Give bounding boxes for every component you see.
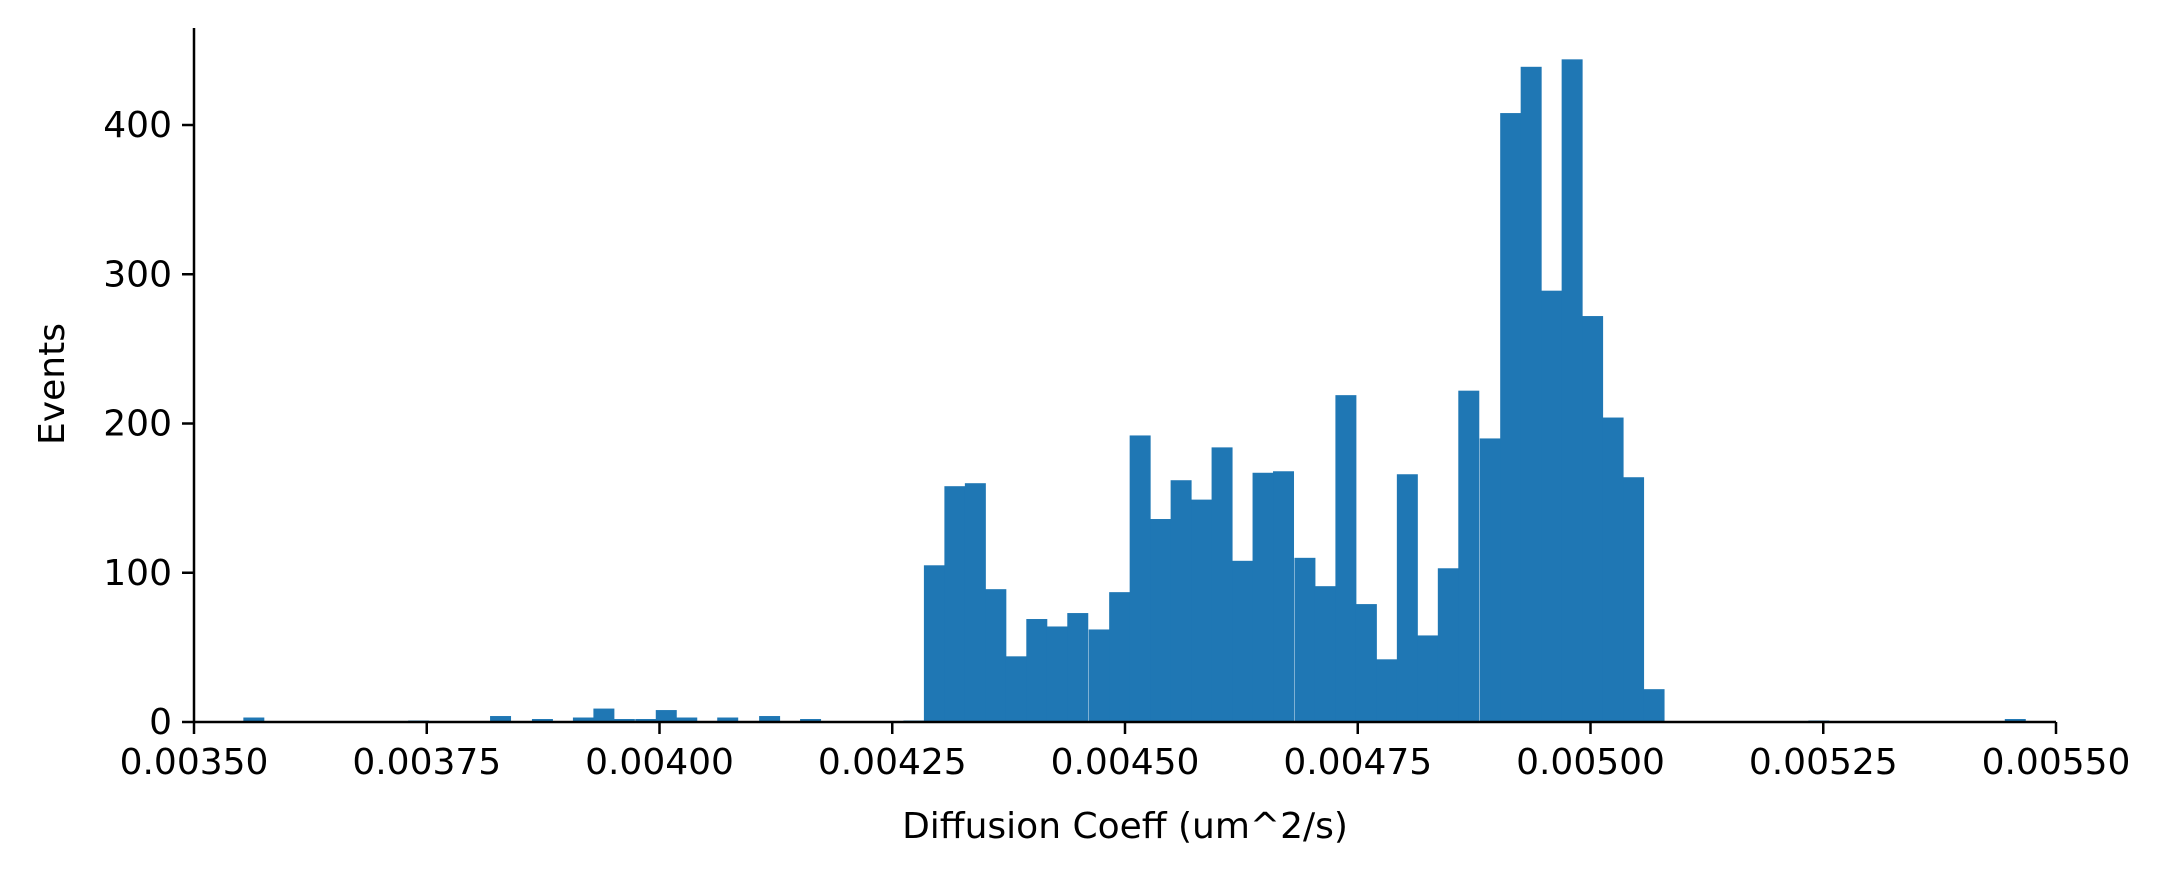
histogram-bar: [1294, 557, 1316, 722]
histogram-bar: [1500, 113, 1522, 722]
histogram-bar: [1396, 474, 1418, 722]
histogram-bar: [1602, 417, 1624, 722]
histogram-bar: [1170, 480, 1192, 722]
histogram-bar: [1088, 629, 1110, 722]
x-tick-label: 0.00400: [585, 742, 734, 783]
histogram-bar: [1335, 395, 1357, 722]
histogram-bar: [1541, 290, 1563, 722]
histogram-bar: [1252, 472, 1274, 722]
histogram-bar: [1520, 66, 1542, 723]
histogram-bar: [1643, 689, 1665, 722]
x-tick-label: 0.00450: [1051, 742, 1200, 783]
histogram-bar: [1150, 519, 1172, 722]
x-tick-label: 0.00500: [1516, 742, 1665, 783]
histogram-bar: [1561, 59, 1583, 722]
x-tick-label: 0.00550: [1982, 742, 2131, 783]
histogram-bar: [490, 716, 512, 722]
x-tick-label: 0.00350: [120, 742, 269, 783]
x-axis-ticks: 0.00350 0.00375 0.00400 0.00425 0.00450 0.004…: [120, 722, 2131, 783]
y-tick-label: 100: [103, 553, 172, 594]
histogram-bar: [964, 483, 986, 722]
histogram-bar: [655, 710, 677, 722]
x-tick-label: 0.00375: [352, 742, 501, 783]
histogram-bar: [593, 708, 615, 722]
histogram-bar: [1232, 560, 1254, 722]
histogram-bar: [1109, 592, 1131, 722]
y-tick-label: 0: [149, 702, 172, 743]
histogram-bar: [2004, 719, 2026, 722]
histogram-bar: [759, 716, 781, 722]
histogram-bar: [1191, 499, 1213, 722]
histogram-bar: [1437, 568, 1459, 722]
histogram-bar: [1273, 471, 1295, 722]
histogram-bar: [613, 719, 635, 722]
histogram-bar: [717, 717, 739, 722]
histogram-bar: [985, 589, 1007, 722]
histogram-bar: [923, 565, 945, 722]
histogram-bar: [676, 717, 698, 722]
histogram-bar: [1355, 604, 1377, 722]
x-tick-label: 0.00475: [1283, 742, 1432, 783]
histogram-bars: [243, 59, 2026, 723]
histogram-bar: [1005, 656, 1027, 722]
histogram-bar: [1314, 586, 1336, 722]
x-tick-label: 0.00525: [1749, 742, 1898, 783]
histogram-bar: [243, 717, 265, 722]
histogram-bar: [1623, 477, 1645, 722]
y-tick-label: 200: [103, 404, 172, 445]
histogram-bar: [1046, 626, 1068, 722]
histogram-bar: [1211, 447, 1233, 722]
histogram-bar: [572, 717, 594, 722]
y-tick-label: 400: [103, 105, 172, 146]
histogram-bar: [1129, 435, 1151, 722]
y-axis-title: Events: [32, 323, 73, 445]
y-tick-label: 300: [103, 254, 172, 295]
histogram-bar: [1376, 659, 1398, 722]
histogram-bar: [944, 486, 966, 722]
x-axis-title: Diffusion Coeff (um^2/s): [902, 806, 1348, 847]
histogram-bar: [1026, 619, 1048, 722]
histogram-bar: [1582, 316, 1604, 722]
histogram-bar: [800, 719, 822, 722]
histogram-bar: [1417, 635, 1439, 722]
histogram-bar: [1067, 613, 1089, 722]
histogram-bar: [531, 719, 553, 722]
histogram-bar: [635, 719, 657, 722]
x-tick-label: 0.00425: [818, 742, 967, 783]
histogram-bar: [1458, 390, 1480, 722]
histogram-bar: [1479, 438, 1501, 722]
y-axis-ticks: 0 100 200 300 400: [103, 105, 194, 743]
